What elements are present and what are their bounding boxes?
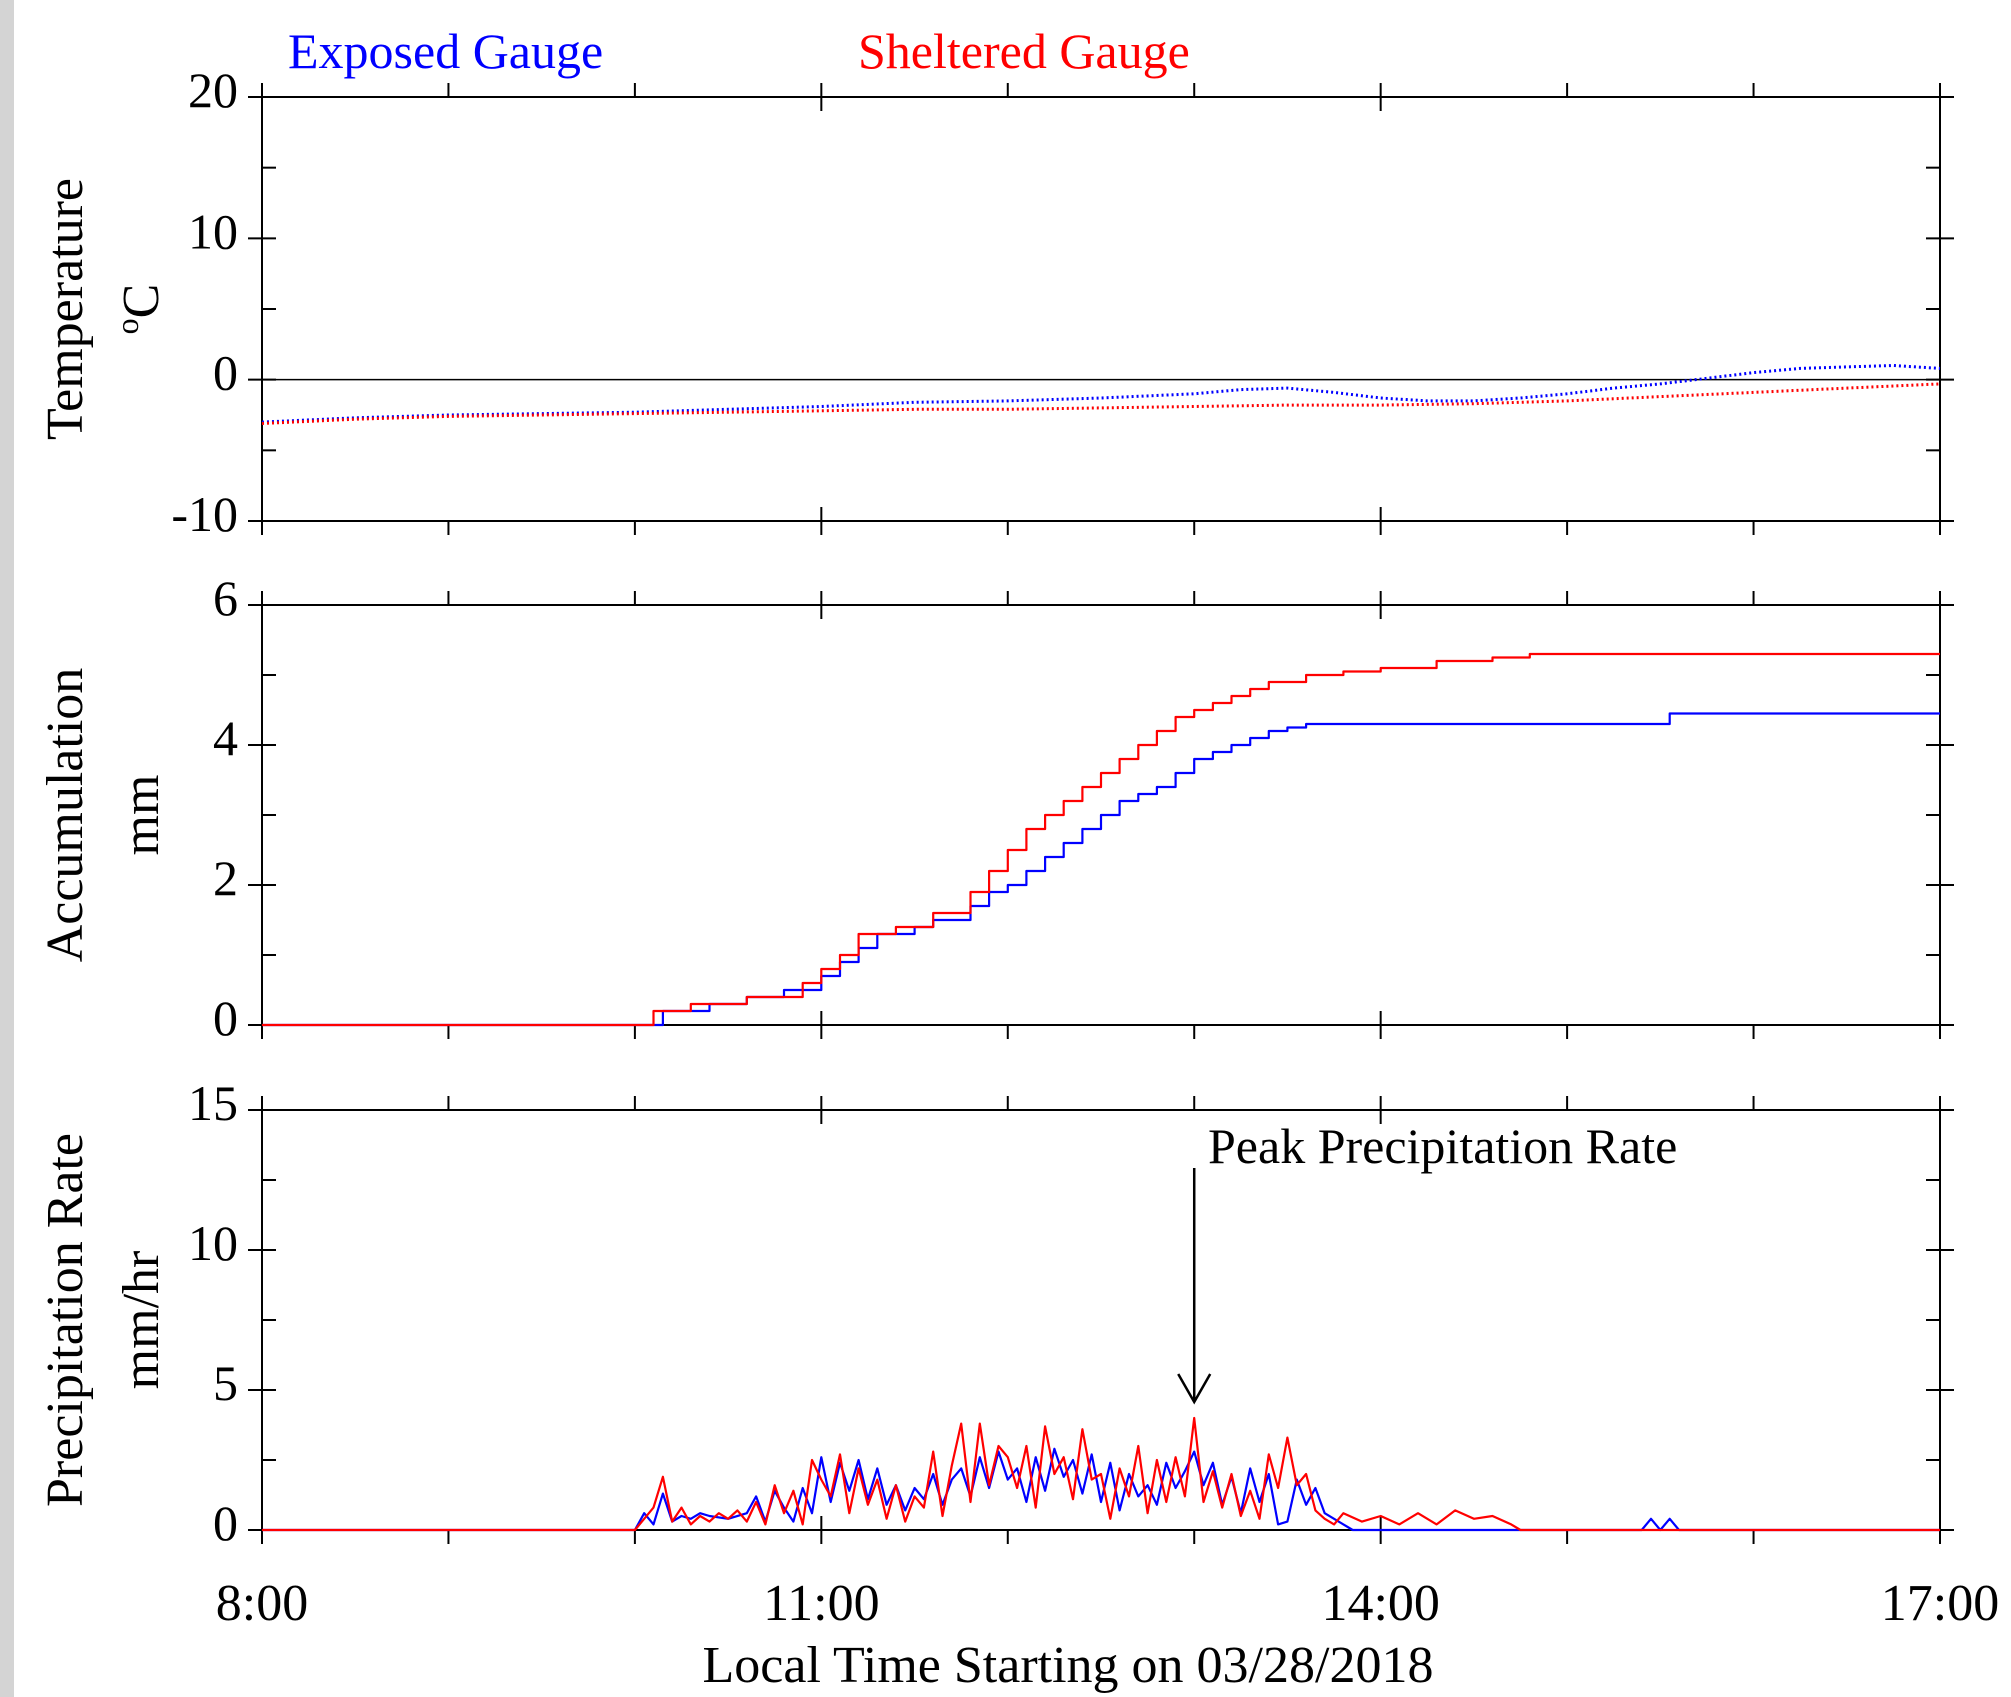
precip-ytick-label: 15	[188, 1075, 238, 1131]
temp-ytick-label: -10	[171, 486, 238, 542]
peak-annotation-label: Peak Precipitation Rate	[1208, 1118, 1677, 1174]
precip-series-exposed-gauge	[262, 1447, 1940, 1532]
temperature-panel: -10 0 10 20 Temperature oC	[37, 62, 1954, 542]
temp-ylabel: Temperature	[37, 178, 94, 440]
temp-axes-frame	[261, 96, 1941, 522]
accum-ytick-label: 0	[213, 990, 238, 1046]
temp-series-sheltered-gauge	[261, 382, 1941, 425]
precip-xtick-label: 14:00	[1321, 1575, 1439, 1632]
temp-ytick-label: 0	[213, 345, 238, 401]
peak-annotation: Peak Precipitation Rate	[1177, 1118, 1677, 1405]
precip-axes-frame	[261, 1109, 1941, 1531]
temp-ylabel-unit: oC	[109, 284, 170, 335]
legend-sheltered-gauge: Sheltered Gauge	[858, 23, 1190, 79]
precip-ytick-label: 5	[213, 1355, 238, 1411]
accum-ylabel: Accumulation	[37, 668, 94, 963]
precip-ytick-label: 0	[213, 1495, 238, 1551]
legend-exposed-gauge: Exposed Gauge	[288, 23, 603, 79]
temp-series-exposed-gauge	[261, 364, 1941, 424]
precip-series-sheltered-gauge	[262, 1416, 1940, 1532]
precip-xtick-label: 11:00	[763, 1575, 880, 1632]
precip-ylabel-unit: mm/hr	[113, 1251, 170, 1390]
accum-ytick-label: 4	[213, 710, 238, 766]
accum-ytick-label: 2	[213, 850, 238, 906]
precip-xtick-label: 17:00	[1881, 1575, 1999, 1632]
precip-ytick-label: 10	[188, 1215, 238, 1271]
accum-ytick-label: 6	[213, 570, 238, 626]
temp-ytick-label: 20	[188, 62, 238, 118]
accumulation-panel: 0 2 4 6 Accumulation mm	[37, 570, 1954, 1046]
peak-annotation-arrow-head	[1177, 1373, 1212, 1405]
accum-series-sheltered-gauge	[262, 652, 1940, 1027]
precipitation-rate-panel: 0 5 10 15 8:00 11:00 14:00 17:00 Precipitation R…	[37, 1075, 1999, 1632]
temp-ytick-label: 10	[188, 203, 238, 259]
accum-series-exposed-gauge	[262, 712, 1940, 1027]
x-axis-title: Local Time Starting on 03/28/2018	[703, 1637, 1434, 1694]
accum-ylabel-unit: mm	[113, 775, 170, 856]
precip-xtick-label: 8:00	[216, 1575, 308, 1632]
left-margin-strip	[0, 0, 14, 1697]
precip-ylabel: Precipitation Rate	[37, 1133, 94, 1507]
